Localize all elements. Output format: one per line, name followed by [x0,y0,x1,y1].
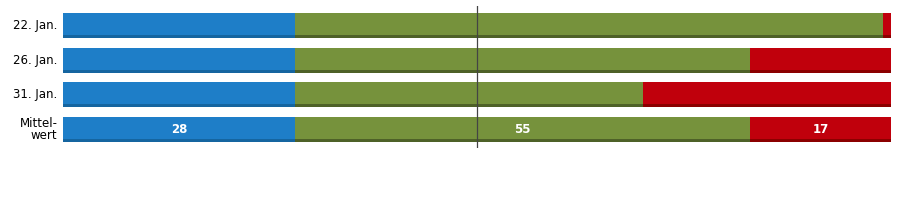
Bar [295,35,883,38]
Bar [751,117,891,142]
Bar [295,70,751,73]
Text: 28: 28 [171,123,187,136]
Bar [751,70,891,73]
Bar [751,139,891,142]
Bar [63,117,295,142]
Bar [63,35,295,38]
Bar [295,82,643,107]
Text: 55: 55 [514,123,531,136]
Bar [643,82,891,107]
Bar [883,35,891,38]
Bar [295,47,751,73]
Bar [643,104,891,107]
Bar [63,13,295,38]
Bar [63,70,295,73]
Bar [295,104,643,107]
Bar [751,47,891,73]
Bar [63,47,295,73]
Bar [63,104,295,107]
Bar [295,117,751,142]
Bar [63,82,295,107]
Bar [883,13,891,38]
Text: 17: 17 [813,123,829,136]
Bar [295,13,883,38]
Bar [295,139,751,142]
Bar [63,139,295,142]
